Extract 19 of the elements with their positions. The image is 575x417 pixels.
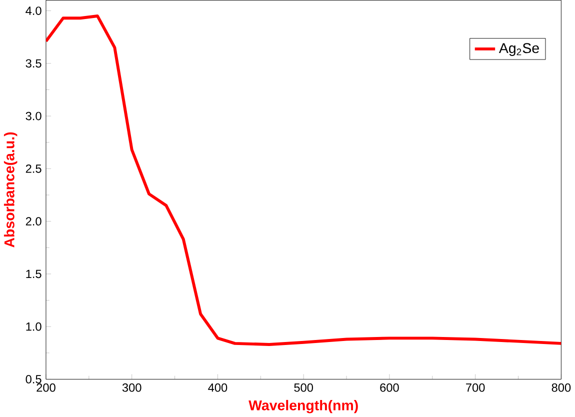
- x-tick-label: 700: [466, 383, 485, 392]
- y-tick-label: 3.0: [26, 112, 42, 120]
- x-tick-label: 400: [208, 383, 228, 392]
- y-tick-label: 0.5: [26, 374, 42, 384]
- y-tick-label: 1.5: [26, 270, 42, 278]
- y-tick-label: 4.0: [26, 6, 42, 15]
- y-tick-label: 2.0: [26, 217, 42, 226]
- y-tick-label: 2.5: [26, 164, 42, 173]
- x-tick-label: 800: [552, 383, 571, 392]
- x-axis-title: Wavelength(nm): [248, 400, 358, 414]
- x-tick-label: 300: [122, 383, 142, 392]
- y-tick-label: 1.0: [26, 322, 42, 331]
- line-series: [46, 14, 562, 346]
- x-tick-label: 200: [36, 383, 56, 392]
- y-axis-title: Absorbance(a.u.): [4, 132, 18, 248]
- legend-label: Ag$_{2}$Se: [498, 43, 539, 56]
- x-tick-label: 600: [380, 383, 399, 392]
- y-tick-label: 3.5: [26, 59, 42, 68]
- x-tick-label: 500: [294, 383, 313, 392]
